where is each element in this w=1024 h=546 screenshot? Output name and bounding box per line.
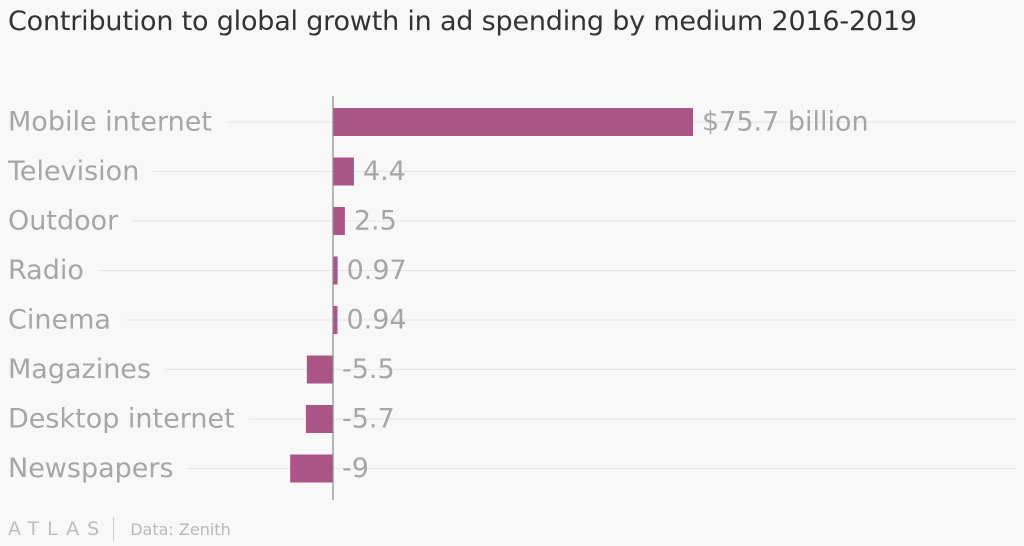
category-label-mobile-internet: Mobile internet: [8, 107, 212, 138]
label-mask: [0, 120, 226, 124]
value-label-radio: 0.97: [347, 255, 407, 286]
chart-title: Contribution to global growth in ad spen…: [8, 6, 917, 37]
bar-desktop-internet: [305, 405, 333, 433]
bar-cinema: [333, 306, 338, 334]
label-mask: [0, 466, 188, 471]
label-mask: [0, 318, 125, 322]
category-label-radio: Radio: [8, 255, 84, 286]
value-label-newspapers: -9: [342, 453, 369, 484]
value-label-magazines: -5.5: [342, 354, 395, 385]
label-mask: [0, 268, 98, 273]
source-note: Data: Zenith: [130, 519, 231, 539]
value-label-cinema: 0.94: [346, 305, 406, 336]
bar-outdoor: [333, 207, 345, 235]
value-label-outdoor: 2.5: [354, 206, 397, 237]
label-mask: [0, 219, 133, 223]
bar-radio: [333, 256, 338, 285]
category-label-newspapers: Newspapers: [8, 453, 174, 484]
category-label-outdoor: Outdoor: [8, 206, 119, 237]
atlas-logo: ATLAS: [8, 518, 108, 540]
bar-television: [333, 157, 354, 186]
bar-newspapers: [290, 454, 333, 483]
category-label-magazines: Magazines: [8, 354, 151, 385]
value-label-mobile-internet: $75.7 billion: [702, 107, 869, 138]
category-label-desktop-internet: Desktop internet: [8, 404, 235, 435]
label-mask: [0, 367, 165, 372]
footer: ATLAS Data: Zenith: [8, 512, 231, 546]
bar-magazines: [306, 355, 333, 384]
bar-mobile-internet: [333, 108, 693, 136]
value-label-desktop-internet: -5.7: [342, 404, 395, 435]
label-mask: [0, 417, 249, 421]
footer-divider: [113, 517, 115, 541]
category-label-cinema: Cinema: [8, 305, 111, 336]
category-label-television: Television: [7, 156, 139, 187]
value-label-television: 4.4: [363, 156, 406, 187]
label-mask: [0, 169, 154, 174]
